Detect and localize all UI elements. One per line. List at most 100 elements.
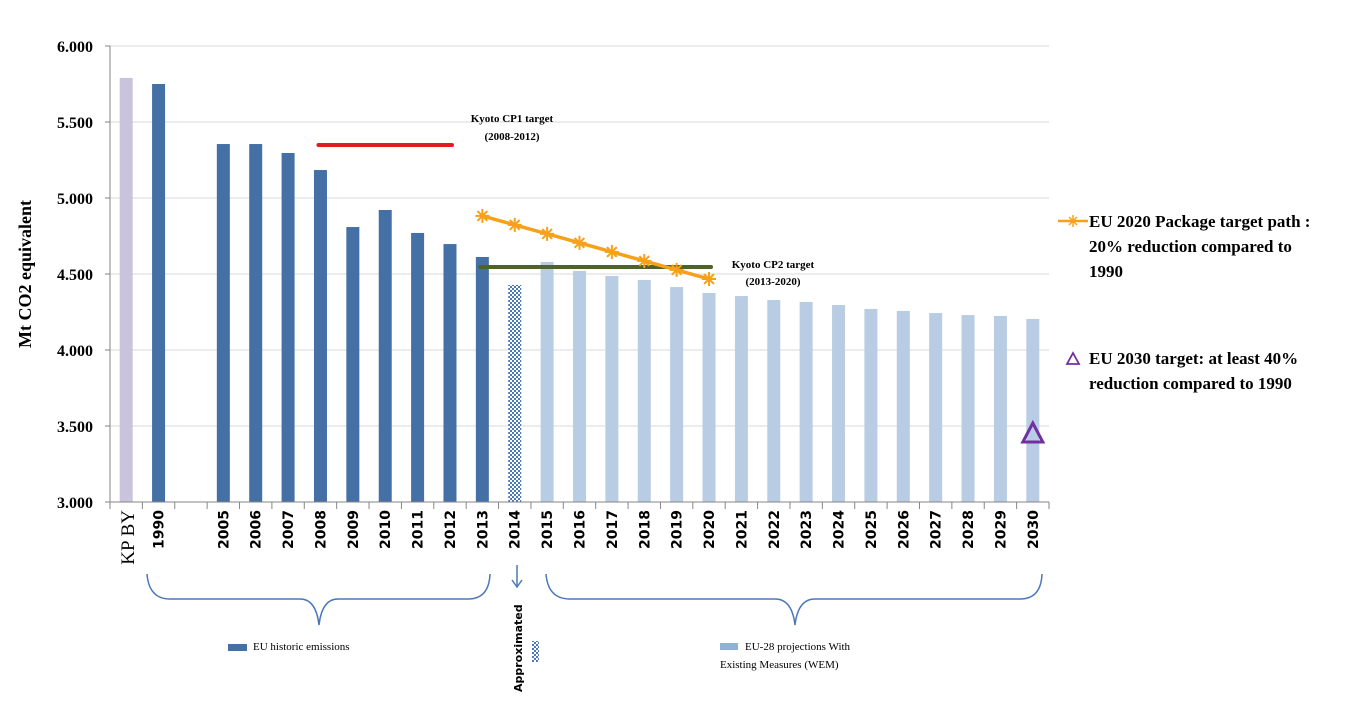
bar: [475, 256, 489, 502]
y-tick-label: 4.500: [57, 267, 93, 284]
x-tick-label: KP BY: [118, 510, 139, 565]
bar: [281, 153, 295, 502]
x-axis: KP BY 1990 2005 2006 2007 2008 2009 2010 2011 201…: [109, 501, 1050, 565]
asterisk-stroke: [573, 237, 586, 249]
projection-legend-label-line2: Existing Measures (WEM): [720, 659, 839, 671]
bar: [767, 299, 781, 502]
approx-arrow-head: [511, 579, 523, 589]
asterisk-stroke: [638, 255, 650, 267]
x-tick-label: 2006: [249, 510, 265, 549]
legend: EU 2020 Package target path : 20% reduct…: [1058, 212, 1310, 393]
bar: [896, 310, 910, 502]
x-tick-label: 2016: [573, 510, 589, 549]
x-tick-label: 2021: [734, 510, 750, 549]
historic-brace: [146, 573, 491, 626]
y-tick-label: 4.000: [57, 343, 93, 360]
y-tick-label: 6.000: [57, 39, 93, 56]
x-tick-label: 2007: [281, 510, 297, 549]
x-tick-label: 2013: [475, 510, 491, 549]
x-tick-label: 1990: [152, 510, 168, 549]
legend-target-path-line2: 20% reduction compared to: [1089, 237, 1292, 256]
approx-legend-swatch: [532, 641, 539, 662]
x-tick-label: 2018: [637, 510, 653, 549]
x-tick-label: 2009: [346, 510, 362, 549]
bar: [540, 261, 554, 502]
x-tick-label: 2026: [896, 510, 912, 549]
x-tick-label: 2022: [767, 510, 783, 549]
bar: [961, 315, 975, 502]
x-tick-label: 2017: [605, 510, 621, 549]
asterisk-marker: [572, 235, 587, 250]
kyoto-cp2-label-line1: Kyoto CP2 target: [732, 259, 815, 271]
x-tick-label: 2027: [929, 510, 945, 549]
bars: [119, 77, 1040, 503]
bar: [605, 275, 619, 502]
bar: [734, 296, 748, 502]
asterisk-marker: [604, 244, 619, 259]
x-tick-label: 2023: [799, 510, 815, 549]
legend-2030-target-line1: EU 2030 target: at least 40%: [1089, 349, 1298, 368]
x-tick-label: 2015: [540, 510, 556, 549]
asterisk-stroke: [476, 210, 488, 222]
asterisk-marker: [540, 226, 555, 241]
historic-legend-label: EU historic emissions: [253, 641, 350, 653]
x-tick-label: 2025: [864, 510, 880, 549]
bar: [993, 315, 1007, 502]
bar: [313, 170, 327, 503]
legend-2030-target-line2: reduction compared to 1990: [1089, 374, 1292, 393]
bar: [573, 270, 586, 502]
x-tick-label: 2014: [508, 510, 524, 549]
asterisk-marker: [669, 262, 684, 277]
x-tick-label: 2011: [411, 510, 427, 549]
kyoto-cp1-label-line1: Kyoto CP1 target: [471, 113, 554, 125]
asterisk-stroke: [671, 264, 683, 276]
x-tick-label: 2024: [832, 510, 848, 549]
asterisk-stroke: [509, 219, 521, 231]
target-lines: [316, 142, 714, 270]
y-tick-label: 5.500: [57, 115, 93, 132]
x-tick-label: 2019: [670, 510, 686, 549]
y-tick-label: 5.000: [57, 191, 93, 208]
asterisk-stroke: [703, 273, 715, 285]
bar: [216, 144, 230, 503]
bar: [249, 144, 263, 503]
x-tick-label: 2005: [216, 510, 232, 549]
asterisk-marker: [475, 208, 490, 223]
bar: [832, 305, 846, 502]
x-tick-label: 2010: [378, 510, 394, 549]
bar: [702, 293, 716, 502]
bar: [152, 84, 166, 502]
bar: [637, 279, 651, 502]
projection-legend-swatch: [720, 643, 738, 650]
bar: [929, 313, 943, 502]
x-tick-label: 2008: [313, 510, 329, 549]
x-tick-label: 2029: [993, 510, 1009, 549]
kyoto-cp2-label-line2: (2013-2020): [746, 276, 801, 288]
target-path: [475, 208, 717, 287]
bar: [378, 210, 392, 502]
kyoto-cp1-label-line2: (2008-2012): [485, 131, 540, 143]
asterisk-marker: [507, 217, 522, 232]
target-path-line: [481, 214, 710, 281]
asterisk-marker: [702, 272, 717, 287]
approx-label: Approximated: [512, 604, 525, 692]
asterisk-marker: [637, 253, 652, 268]
projection-legend-label-line1: EU-28 projections With: [745, 641, 851, 653]
legend-target-path-line3: 1990: [1089, 262, 1123, 281]
projection-brace: [545, 573, 1043, 626]
bar: [864, 308, 878, 502]
legend-target-path-line1: EU 2020 Package target path :: [1089, 212, 1310, 231]
x-tick-label: 2030: [1026, 510, 1042, 549]
y-tick-label: 3.500: [57, 419, 93, 436]
y-axis: 3.000 3.500 4.000 4.500 5.000 5.500 6.000: [57, 39, 111, 512]
x-tick-label: 2012: [443, 510, 459, 549]
bar: [508, 284, 522, 502]
historic-legend-swatch: [228, 644, 247, 651]
bar: [346, 227, 360, 503]
bar: [799, 301, 813, 502]
bar: [1026, 318, 1040, 502]
legend-triangle-icon: [1065, 351, 1081, 365]
y-tick-label: 3.000: [57, 495, 93, 512]
bar: [670, 287, 684, 502]
